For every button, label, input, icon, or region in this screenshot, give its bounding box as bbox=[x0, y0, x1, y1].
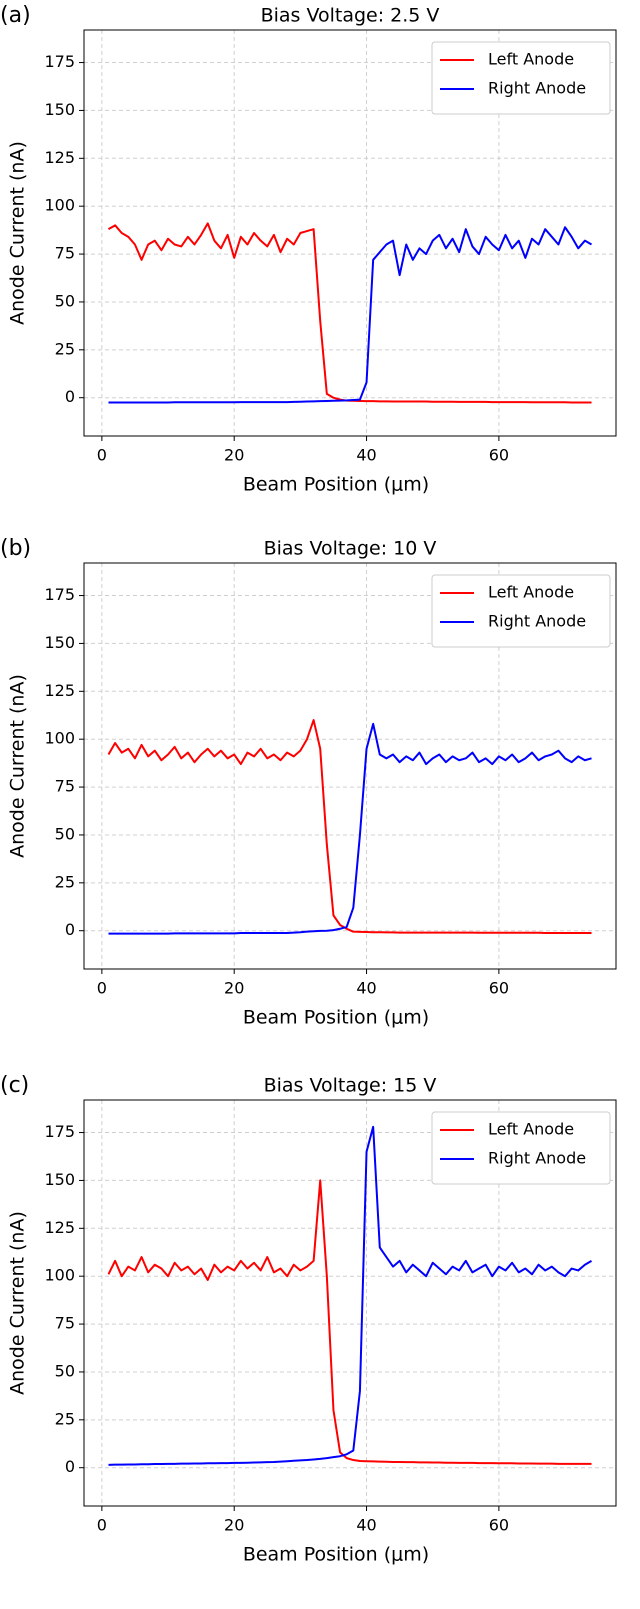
y-tick-label: 0 bbox=[65, 387, 75, 406]
y-tick-label: 125 bbox=[44, 681, 75, 700]
y-tick-label: 100 bbox=[44, 196, 75, 215]
legend-label: Right Anode bbox=[488, 79, 586, 98]
chart-title: Bias Voltage: 15 V bbox=[264, 1075, 437, 1097]
x-tick-label: 40 bbox=[356, 1516, 376, 1535]
legend-label: Left Anode bbox=[488, 583, 574, 602]
chart-title: Bias Voltage: 2.5 V bbox=[261, 5, 440, 27]
legend-box bbox=[431, 574, 611, 648]
y-axis-label: Anode Current (nA) bbox=[7, 141, 29, 325]
plot-frame bbox=[83, 29, 617, 437]
x-tick-label: 20 bbox=[224, 446, 244, 465]
line-series bbox=[108, 226, 593, 404]
legend-label: Right Anode bbox=[488, 1149, 586, 1168]
y-tick-label: 150 bbox=[44, 633, 75, 652]
x-tick-label: 40 bbox=[356, 979, 376, 998]
y-tick-label: 100 bbox=[44, 1266, 75, 1285]
x-tick-label: 0 bbox=[97, 979, 107, 998]
x-axis-label: Beam Position (μm) bbox=[243, 1007, 429, 1029]
y-tick-label: 150 bbox=[44, 1170, 75, 1189]
line-series bbox=[107, 1179, 592, 1465]
plot-frame bbox=[83, 562, 617, 970]
y-tick-label: 50 bbox=[55, 824, 75, 843]
y-tick-label: 150 bbox=[44, 100, 75, 119]
y-tick-label: 175 bbox=[44, 52, 75, 71]
x-axis-label: Beam Position (μm) bbox=[243, 474, 429, 496]
y-tick-label: 125 bbox=[44, 148, 75, 167]
x-tick-label: 20 bbox=[224, 979, 244, 998]
y-tick-label: 175 bbox=[44, 585, 75, 604]
x-tick-label: 60 bbox=[489, 979, 509, 998]
x-tick-label: 20 bbox=[224, 1516, 244, 1535]
y-tick-label: 175 bbox=[44, 1122, 75, 1141]
x-axis-label: Beam Position (μm) bbox=[243, 1544, 429, 1566]
y-tick-label: 25 bbox=[55, 1409, 75, 1428]
y-tick-label: 125 bbox=[44, 1218, 75, 1237]
x-tick-label: 0 bbox=[97, 1516, 107, 1535]
y-tick-label: 75 bbox=[55, 1314, 75, 1333]
x-tick-label: 40 bbox=[356, 446, 376, 465]
legend-label: Right Anode bbox=[488, 612, 586, 631]
line-series bbox=[107, 222, 592, 404]
panel-label: (c) bbox=[0, 1073, 29, 1098]
x-tick-label: 0 bbox=[97, 446, 107, 465]
y-tick-label: 100 bbox=[44, 729, 75, 748]
plot-frame bbox=[83, 1099, 617, 1507]
panel-label: (b) bbox=[0, 536, 31, 561]
legend-box bbox=[431, 1111, 611, 1185]
y-tick-label: 0 bbox=[65, 920, 75, 939]
y-tick-label: 25 bbox=[55, 872, 75, 891]
y-tick-label: 50 bbox=[55, 291, 75, 310]
line-series bbox=[107, 719, 592, 934]
y-axis-label: Anode Current (nA) bbox=[7, 674, 29, 858]
legend-box bbox=[431, 41, 611, 115]
y-axis-label: Anode Current (nA) bbox=[7, 1211, 29, 1395]
y-tick-label: 50 bbox=[55, 1361, 75, 1380]
x-tick-label: 60 bbox=[489, 446, 509, 465]
y-tick-label: 0 bbox=[65, 1457, 75, 1476]
legend-label: Left Anode bbox=[488, 50, 574, 69]
legend-label: Left Anode bbox=[488, 1120, 574, 1139]
line-series bbox=[108, 1125, 593, 1466]
panel-label: (a) bbox=[0, 3, 31, 28]
x-tick-label: 60 bbox=[489, 1516, 509, 1535]
y-tick-label: 75 bbox=[55, 777, 75, 796]
line-series bbox=[108, 722, 592, 935]
chart-title: Bias Voltage: 10 V bbox=[264, 538, 437, 560]
y-tick-label: 75 bbox=[55, 244, 75, 263]
y-tick-label: 25 bbox=[55, 339, 75, 358]
